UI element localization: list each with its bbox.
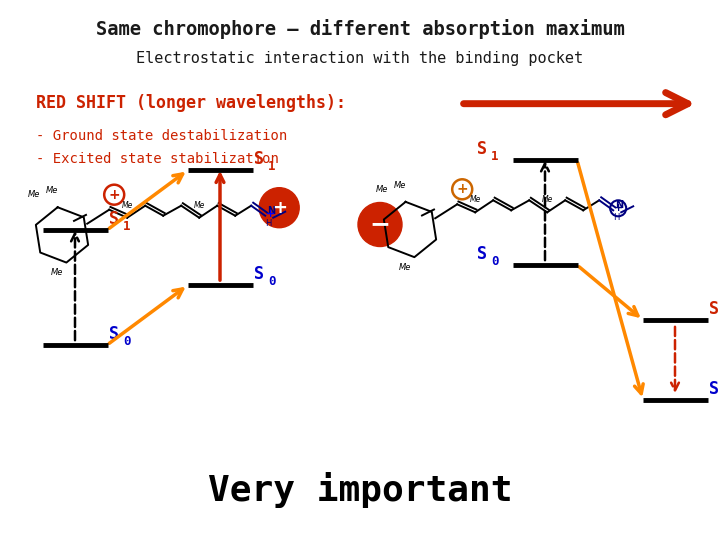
Text: S: S xyxy=(709,380,719,398)
Text: S: S xyxy=(709,300,719,318)
Text: N: N xyxy=(615,200,624,210)
Text: 1: 1 xyxy=(268,160,276,173)
Text: N: N xyxy=(267,206,275,215)
Text: RED SHIFT (longer wavelengths):: RED SHIFT (longer wavelengths): xyxy=(36,94,346,112)
Text: Very important: Very important xyxy=(208,471,512,508)
Text: +: + xyxy=(456,183,468,197)
Circle shape xyxy=(358,202,402,246)
Text: H: H xyxy=(613,213,620,222)
Text: 0: 0 xyxy=(123,335,130,348)
Text: Me: Me xyxy=(51,268,63,277)
Text: Me: Me xyxy=(469,195,481,204)
Text: S: S xyxy=(477,140,487,158)
Text: S: S xyxy=(109,210,119,228)
Text: Me: Me xyxy=(194,201,205,210)
Circle shape xyxy=(259,188,300,228)
Text: 0: 0 xyxy=(491,255,498,268)
Text: Me: Me xyxy=(376,185,388,193)
Text: H: H xyxy=(265,219,271,228)
Text: +: + xyxy=(271,199,287,217)
Text: Me: Me xyxy=(122,201,133,210)
Text: Me: Me xyxy=(28,190,40,199)
Text: S: S xyxy=(109,325,119,343)
Text: Me: Me xyxy=(399,262,411,272)
Text: Me: Me xyxy=(46,186,58,195)
Text: S: S xyxy=(254,150,264,168)
Text: Same chromophore – different absorption maximum: Same chromophore – different absorption … xyxy=(96,19,624,39)
Text: S: S xyxy=(477,245,487,263)
Text: 1: 1 xyxy=(491,150,498,163)
Text: +: + xyxy=(109,188,120,202)
Text: −: − xyxy=(369,213,390,237)
Text: - Excited state stabilization: - Excited state stabilization xyxy=(36,152,279,166)
Text: 1: 1 xyxy=(123,220,130,233)
Text: S: S xyxy=(254,265,264,283)
Text: +: + xyxy=(266,208,275,219)
Text: Me: Me xyxy=(394,180,406,190)
Text: Electrostatic interaction with the binding pocket: Electrostatic interaction with the bindi… xyxy=(136,51,584,66)
Text: - Ground state destabilization: - Ground state destabilization xyxy=(36,129,287,143)
Text: Me: Me xyxy=(541,195,553,204)
Text: 0: 0 xyxy=(268,275,276,288)
Text: +: + xyxy=(613,203,623,213)
